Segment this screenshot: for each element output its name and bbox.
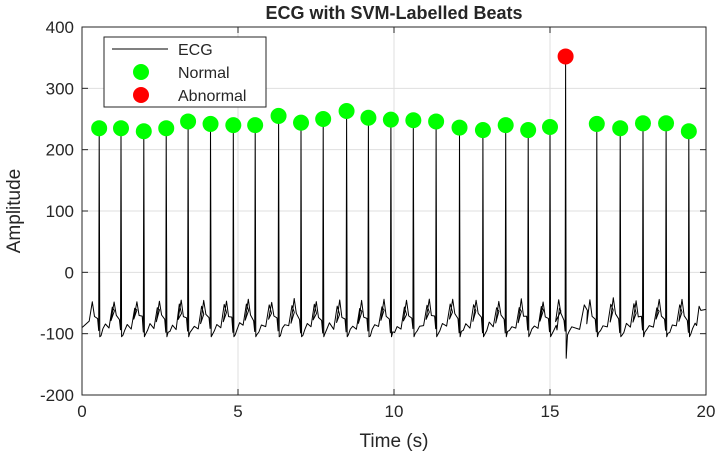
y-tick-label: 400 — [46, 18, 74, 37]
normal-beat-marker — [91, 120, 108, 137]
normal-beat-marker — [293, 114, 310, 131]
normal-beat-marker — [474, 122, 491, 139]
normal-beat-marker — [428, 113, 445, 130]
normal-beat-marker — [158, 120, 175, 137]
x-tick-label: 10 — [385, 402, 404, 421]
abnormal-beat-marker — [557, 48, 574, 65]
normal-beat-marker — [202, 115, 219, 132]
legend-label-abnormal: Abnormal — [178, 88, 246, 105]
y-tick-label: -100 — [40, 325, 74, 344]
normal-beat-marker — [520, 122, 537, 139]
ecg-trace — [81, 55, 707, 359]
x-tick-label: 0 — [77, 402, 86, 421]
x-axis-label: Time (s) — [360, 431, 429, 452]
chart-title: ECG with SVM-Labelled Beats — [265, 3, 522, 23]
normal-beat-marker — [451, 119, 468, 136]
y-tick-label: 300 — [46, 79, 74, 98]
normal-beat-marker — [270, 107, 287, 124]
legend-abnormal-marker — [133, 87, 149, 103]
normal-beat-marker — [338, 103, 355, 120]
beat-markers — [91, 48, 697, 140]
normal-beat-marker — [658, 115, 675, 132]
normal-beat-marker — [680, 123, 697, 140]
normal-beat-marker — [360, 109, 377, 126]
y-tick-label: -200 — [40, 386, 74, 405]
normal-beat-marker — [225, 117, 242, 134]
x-tick-label: 15 — [541, 402, 560, 421]
normal-beat-marker — [113, 120, 129, 137]
ecg-line — [81, 55, 707, 359]
legend-label-normal: Normal — [178, 65, 230, 82]
normal-beat-marker — [382, 111, 399, 128]
normal-beat-marker — [247, 117, 264, 134]
normal-beat-marker — [542, 118, 558, 135]
x-tick-label: 20 — [697, 402, 716, 421]
y-tick-label: 200 — [46, 141, 74, 160]
normal-beat-marker — [405, 112, 422, 129]
y-tick-label: 100 — [46, 202, 74, 221]
y-tick-label: 0 — [65, 263, 74, 282]
normal-beat-marker — [180, 113, 197, 130]
axis-ticks: 0 5 10 15 20 -200 -100 0 100 200 300 400 — [40, 18, 715, 421]
legend-normal-marker — [133, 64, 149, 80]
y-axis-label: Amplitude — [4, 169, 25, 254]
normal-beat-marker — [588, 115, 605, 132]
x-tick-label: 5 — [233, 402, 242, 421]
normal-beat-marker — [634, 115, 651, 132]
legend: ECG Normal Abnormal — [103, 36, 267, 108]
normal-beat-marker — [497, 117, 514, 134]
legend-label-ecg: ECG — [178, 42, 213, 59]
normal-beat-marker — [612, 120, 629, 137]
normal-beat-marker — [315, 111, 332, 127]
normal-beat-marker — [135, 123, 152, 140]
